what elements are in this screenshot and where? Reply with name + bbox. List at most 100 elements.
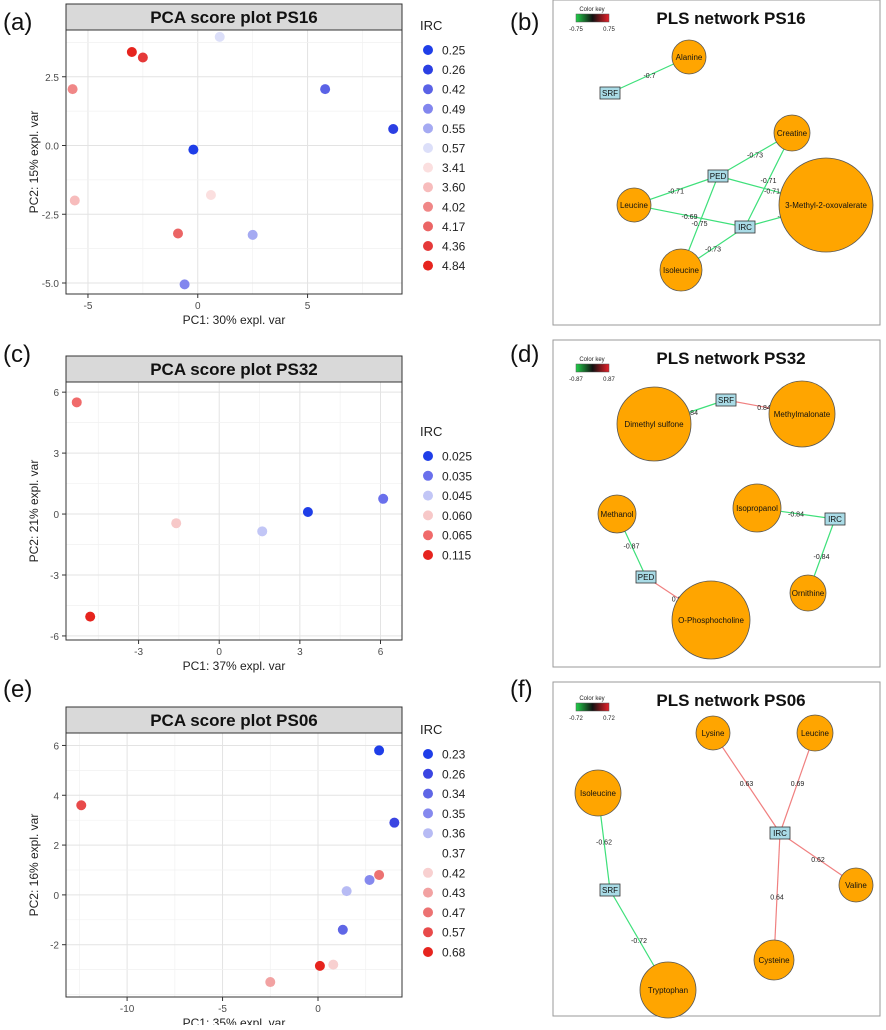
- metabolite-node: [796, 714, 834, 752]
- legend-swatch: [423, 768, 433, 779]
- data-point: [67, 84, 78, 95]
- legend-label: 0.68: [442, 946, 466, 960]
- edge-weight-label: 0.64: [770, 895, 784, 902]
- panel-letter: (e): [3, 676, 32, 703]
- legend-swatch: [423, 788, 433, 799]
- metabolite-node-label: Leucine: [620, 201, 649, 210]
- metabolite-node-label: 3-Methyl-2-oxovalerate: [785, 201, 867, 210]
- metabolite-node: [778, 157, 874, 253]
- legend-label: 0.34: [442, 787, 466, 801]
- clinical-node-label: PED: [638, 573, 655, 582]
- plot-area: [66, 733, 402, 997]
- data-point: [173, 228, 183, 239]
- y-tick-label: 0: [53, 891, 59, 902]
- edge-weight-label: 0.84: [757, 405, 771, 412]
- metabolite-node-label: Creatine: [777, 129, 808, 138]
- network-title: PLS network PS06: [656, 691, 805, 710]
- title-strip: [65, 3, 403, 31]
- edge-weight-label: -0.87: [624, 544, 640, 551]
- y-axis-label: PC2: 16% expl. var: [27, 814, 41, 917]
- data-point: [341, 886, 352, 897]
- metabolite-node: [597, 494, 637, 534]
- data-point: [205, 190, 216, 200]
- color-key-max: 0.72: [603, 716, 615, 722]
- legend-swatch: [423, 451, 433, 461]
- data-point: [314, 960, 325, 971]
- clinical-node: [599, 86, 621, 100]
- color-key: Color key -0.72 0.72: [569, 696, 615, 722]
- legend-label: 0.065: [442, 529, 472, 543]
- x-tick-label: -10: [120, 1004, 135, 1015]
- legend-swatch: [423, 201, 433, 212]
- x-tick-label: 6: [378, 647, 384, 658]
- legend-label: 0.42: [442, 83, 466, 97]
- metabolite-node-label: Lysine: [702, 729, 725, 738]
- plot-area: [66, 382, 402, 640]
- edge-weight-label: -0.72: [631, 938, 647, 945]
- legend-swatch: [423, 221, 433, 232]
- y-tick-label: 2.5: [45, 73, 59, 84]
- metabolite-node: [838, 867, 874, 903]
- clinical-node-label: SRF: [602, 886, 618, 895]
- clinical-node-label: IRC: [738, 223, 752, 232]
- plot-title: PCA score plot PS16: [150, 8, 318, 27]
- color-key-title: Color key: [579, 696, 604, 702]
- plot-title: PCA score plot PS32: [150, 360, 318, 379]
- metabolite-node: [639, 961, 697, 1019]
- nodes: Dimethyl sulfone Methylmalonate Methanol Is…: [597, 380, 846, 660]
- data-point: [171, 518, 182, 529]
- data-point: [320, 84, 331, 95]
- clinical-node: [635, 570, 657, 584]
- metabolite-node: [671, 39, 707, 75]
- data-point: [378, 493, 389, 504]
- edge-weight-label: 0.69: [791, 781, 805, 788]
- data-point: [137, 52, 148, 63]
- color-key: Color key -0.87 0.87: [569, 357, 615, 383]
- legend-label: 0.35: [442, 807, 466, 821]
- metabolite-node: [789, 574, 827, 612]
- y-tick-label: 6: [53, 388, 59, 399]
- legend-label: 0.47: [442, 906, 466, 920]
- panel-letter: (c): [3, 341, 31, 368]
- legend-label: 0.035: [442, 469, 472, 483]
- metabolite-node-label: Isopropanol: [736, 504, 778, 513]
- metabolite-node: [732, 483, 782, 533]
- plot-border: [65, 732, 403, 998]
- metabolite-node-label: Alanine: [676, 53, 703, 62]
- metabolite-node-label: Isoleucine: [663, 266, 700, 275]
- data-point: [337, 924, 348, 935]
- legend-label: 0.025: [442, 450, 472, 464]
- clinical-node-label: SRF: [602, 89, 618, 98]
- x-axis-label: PC1: 37% expl. var: [183, 659, 286, 673]
- gridlines: [66, 382, 402, 640]
- clinical-node: [599, 883, 621, 897]
- y-tick-label: -2.5: [42, 210, 60, 221]
- pca-panel-c: PCA score plot PS32 -3 0 3 6 -6 -3 0 3 6 PC1: 37% …: [27, 355, 472, 673]
- metabolite-node: [616, 187, 652, 223]
- legend-swatch: [423, 828, 433, 839]
- legend-swatch: [423, 749, 433, 759]
- edge-weight-label: -0.73: [705, 247, 721, 254]
- data-point: [76, 800, 87, 811]
- pca-panel-a: PCA score plot PS16 -5 0 5 -5.0 -2.5 0.0 2.5 PC1…: [27, 3, 466, 327]
- nodes: Alanine Creatine Leucine Isoleucine 3-Methyl…: [599, 39, 874, 292]
- legend-swatch: [423, 260, 433, 271]
- color-key-max: 0.87: [603, 377, 615, 383]
- network-title: PLS network PS32: [656, 349, 805, 368]
- legend-label: 0.42: [442, 866, 466, 880]
- y-tick-label: 0: [53, 510, 59, 521]
- metabolite-node: [768, 380, 836, 448]
- color-key-min: -0.72: [569, 716, 583, 722]
- data-point: [328, 959, 339, 970]
- data-point: [374, 869, 385, 880]
- network-edge: [712, 732, 781, 834]
- network-panel-b: PLS network PS16 Color key -0.75 0.75 -0.7 -0…: [552, 0, 881, 326]
- legend-label: 0.37: [442, 847, 466, 861]
- legend-swatch: [423, 241, 433, 251]
- clinical-node-label: IRC: [773, 829, 787, 838]
- plot-border: [65, 29, 403, 295]
- data-point: [69, 195, 80, 206]
- data-points: [76, 745, 400, 988]
